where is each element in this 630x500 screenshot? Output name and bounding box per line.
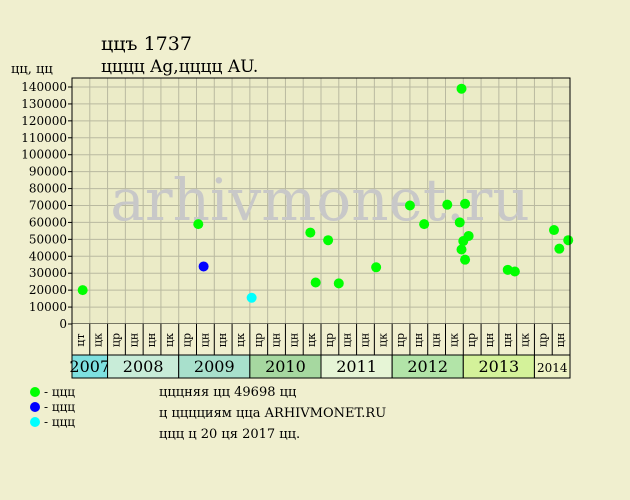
note-line: цццняя цц 49698 цц	[159, 385, 296, 400]
chart-title-line2: цццц Ag,цццц AU.	[101, 57, 258, 77]
year-label: 2009	[194, 357, 235, 376]
y-tick-label: 90000	[29, 165, 67, 179]
data-points	[77, 83, 574, 303]
y-axis-ticks: 0 10000 20000 30000 40000 50000 60000 70000 8000…	[21, 80, 72, 331]
legend-marker	[30, 402, 40, 412]
data-point	[548, 225, 559, 236]
month-labels: цт цк цр цн цн цк цр цн цн цк цр цн цн цк цр цн цн цк цр цн…	[71, 324, 571, 355]
month-label: цн	[341, 333, 354, 347]
month-label: цн	[483, 333, 496, 347]
y-tick-label: 140000	[21, 80, 67, 94]
legend-label: - ццц	[44, 385, 75, 399]
y-tick-label: 40000	[29, 249, 67, 263]
year-label: 2012	[407, 357, 448, 376]
data-point	[456, 244, 467, 255]
month-label: цн	[501, 333, 514, 347]
data-point	[333, 278, 344, 289]
month-label: цн	[216, 333, 229, 347]
data-point	[310, 277, 321, 288]
month-label: цр	[252, 333, 265, 347]
month-label: цн	[358, 333, 371, 347]
y-tick-label: 100000	[21, 148, 67, 162]
data-point	[305, 227, 316, 238]
data-point	[463, 230, 474, 241]
year-label: 2013	[478, 357, 519, 376]
y-tick-label: 110000	[21, 131, 67, 145]
month-label: цр	[181, 333, 194, 347]
month-label: цн	[412, 333, 425, 347]
month-label: цк	[92, 333, 105, 347]
note-line: ц цццциям цца ARHIVMONET.RU	[159, 406, 386, 421]
month-label: цн	[198, 333, 211, 347]
month-label: цр	[323, 333, 336, 347]
data-point	[454, 217, 465, 228]
year-label: 2010	[265, 357, 306, 376]
y-unit-label: цц, цц	[11, 62, 53, 77]
month-label: цк	[447, 333, 460, 347]
y-tick-label: 80000	[29, 182, 67, 196]
month-label: цр	[465, 333, 478, 347]
month-label: цк	[376, 333, 389, 347]
data-point	[198, 261, 209, 272]
y-tick-label: 120000	[21, 114, 67, 128]
data-point	[442, 199, 453, 210]
y-tick-label: 20000	[29, 283, 67, 297]
data-point	[323, 235, 334, 246]
data-point	[456, 83, 467, 94]
data-point	[460, 254, 471, 265]
month-label: цр	[394, 333, 407, 347]
data-point	[509, 266, 520, 277]
month-label: цк	[234, 333, 247, 347]
note-line: ццц ц 20 ця 2017 цц.	[159, 427, 300, 442]
chart-title-line1: ццъ 1737	[101, 33, 192, 55]
month-label: цк	[305, 333, 318, 347]
month-label: цт	[74, 333, 87, 346]
month-label: цк	[163, 333, 176, 347]
month-label: цн	[270, 333, 283, 347]
data-point	[371, 262, 382, 273]
data-point	[563, 235, 574, 246]
legend-marker	[30, 387, 40, 397]
legend-label: - ццц	[44, 400, 75, 414]
year-label: 2008	[123, 357, 164, 376]
month-label: цн	[554, 333, 567, 347]
year-label: 2011	[336, 357, 377, 376]
month-label: цн	[145, 333, 158, 347]
y-tick-label: 70000	[29, 199, 67, 213]
notes: цццняя цц 49698 цц ц цццциям цца ARHIVMON…	[159, 385, 386, 442]
y-tick-label: 0	[59, 317, 67, 331]
month-label: цн	[287, 333, 300, 347]
y-tick-label: 30000	[29, 266, 67, 280]
year-label: 2007	[69, 357, 110, 376]
legend: - ццц- ццц- ццц	[30, 385, 75, 429]
y-tick-label: 50000	[29, 232, 67, 246]
y-tick-label: 10000	[29, 300, 67, 314]
data-point	[460, 198, 471, 209]
data-point	[419, 219, 430, 230]
y-tick-label: 130000	[21, 97, 67, 111]
year-label: 2014	[537, 361, 568, 375]
month-label: цр	[536, 333, 549, 347]
y-tick-label: 60000	[29, 215, 67, 229]
month-label: цн	[127, 333, 140, 347]
data-point	[246, 292, 257, 303]
data-point	[404, 200, 415, 211]
data-point	[77, 285, 88, 296]
year-bands: 2007 2008 2009 2010 2011 2012 2013 2014	[69, 354, 571, 379]
month-label: цк	[519, 333, 532, 347]
data-point	[554, 243, 565, 254]
month-label: цн	[430, 333, 443, 347]
data-point	[193, 219, 204, 230]
legend-label: - ццц	[44, 415, 75, 429]
legend-marker	[30, 417, 40, 427]
month-label: цр	[109, 333, 122, 347]
year-band	[533, 354, 571, 379]
